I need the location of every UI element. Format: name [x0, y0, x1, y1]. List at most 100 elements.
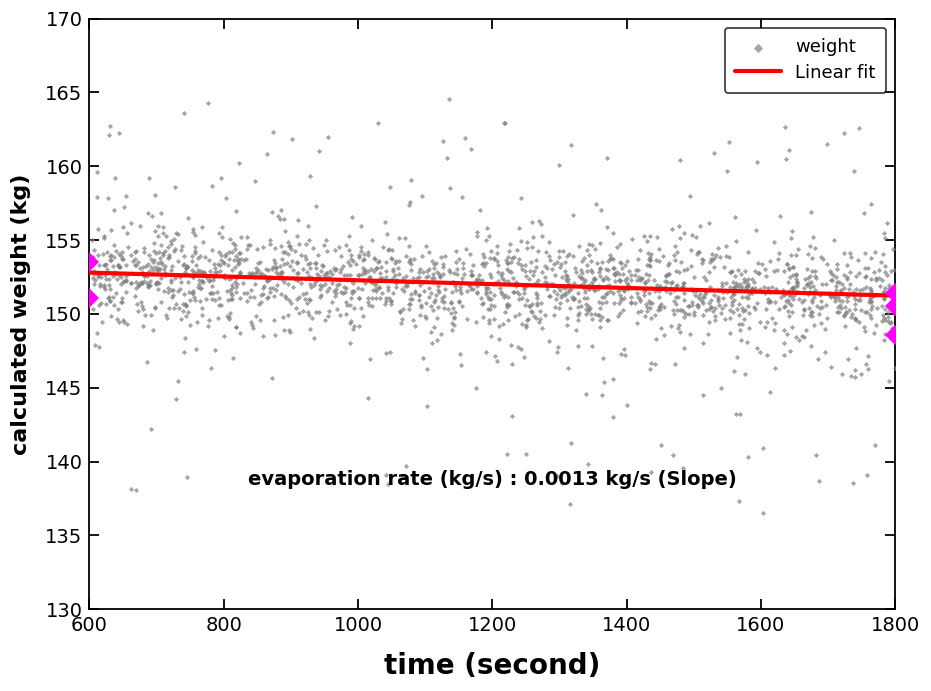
weight: [574, 281, 589, 292]
weight: [328, 265, 343, 276]
weight: [248, 278, 263, 289]
weight: [479, 223, 494, 234]
weight: [740, 274, 755, 285]
weight: [328, 264, 343, 275]
weight: [106, 299, 121, 310]
weight: [309, 275, 324, 286]
weight: [767, 318, 782, 329]
weight: [745, 283, 760, 294]
weight: [259, 263, 274, 274]
weight: [774, 292, 789, 303]
weight: [587, 274, 602, 285]
weight: [734, 334, 749, 346]
weight: [216, 256, 231, 267]
weight: [351, 320, 366, 331]
weight: [385, 287, 400, 299]
weight: [402, 200, 417, 211]
weight: [422, 246, 437, 257]
weight: [332, 266, 347, 277]
weight: [168, 181, 182, 192]
weight: [760, 316, 775, 328]
weight: [114, 250, 128, 261]
weight: [337, 282, 352, 293]
weight: [449, 284, 464, 295]
weight: [764, 281, 779, 292]
weight: [231, 254, 246, 265]
weight: [781, 294, 796, 305]
weight: [576, 252, 591, 263]
weight: [830, 292, 845, 303]
weight: [91, 260, 106, 271]
weight: [362, 272, 377, 283]
weight: [526, 231, 541, 243]
weight: [155, 249, 170, 261]
weight: [625, 234, 640, 245]
weight: [745, 287, 760, 298]
weight: [112, 249, 127, 260]
weight: [163, 276, 178, 287]
weight: [211, 312, 226, 323]
weight: [243, 291, 258, 302]
weight: [634, 272, 649, 283]
weight: [703, 301, 718, 312]
weight: [620, 399, 635, 410]
weight: [602, 250, 617, 261]
weight: [454, 276, 469, 287]
weight: [689, 231, 704, 243]
weight: [833, 286, 848, 297]
weight: [786, 269, 801, 281]
weight: [519, 243, 534, 254]
weight: [479, 347, 493, 358]
weight: [437, 303, 452, 314]
weight: [769, 264, 784, 275]
weight: [676, 227, 691, 238]
weight: [854, 368, 869, 379]
weight: [585, 239, 600, 250]
weight: [847, 371, 862, 382]
weight: [204, 281, 219, 292]
weight: [398, 251, 413, 262]
weight: [800, 264, 815, 275]
weight: [752, 316, 767, 328]
weight: [147, 261, 162, 272]
weight: [129, 299, 144, 310]
weight: [876, 294, 891, 305]
weight: [220, 285, 235, 296]
weight: [121, 241, 136, 252]
weight: [599, 296, 614, 307]
weight: [145, 265, 160, 276]
weight: [520, 313, 535, 324]
weight: [726, 295, 741, 306]
weight: [285, 264, 300, 275]
weight: [300, 258, 315, 269]
weight: [225, 265, 240, 276]
weight: [114, 278, 128, 290]
weight: [656, 329, 671, 340]
weight: [506, 273, 520, 284]
weight: [343, 269, 358, 280]
weight: [564, 292, 579, 303]
weight: [595, 389, 610, 400]
weight: [222, 254, 236, 265]
weight: [388, 281, 403, 292]
weight: [805, 252, 820, 263]
weight: [616, 343, 631, 354]
weight: [695, 292, 710, 303]
weight: [150, 257, 165, 268]
weight: [582, 283, 597, 294]
weight: [872, 281, 887, 292]
weight: [328, 245, 343, 256]
weight: [498, 290, 513, 301]
weight: [819, 138, 834, 149]
weight: [538, 277, 553, 288]
weight: [371, 256, 385, 267]
weight: [725, 289, 740, 300]
weight: [505, 253, 519, 264]
weight: [196, 237, 210, 248]
weight: [519, 448, 533, 460]
weight: [803, 281, 817, 292]
weight: [124, 484, 139, 495]
weight: [436, 290, 451, 301]
weight: [845, 287, 860, 298]
weight: [184, 265, 199, 276]
